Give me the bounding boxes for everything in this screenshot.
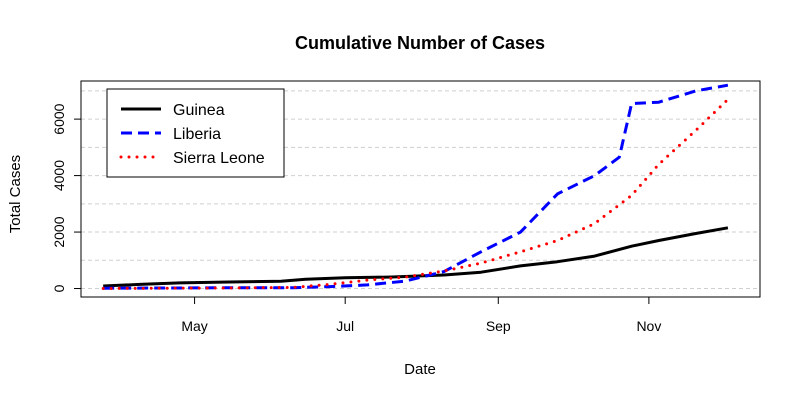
x-axis: May Jul Sep Nov: [181, 297, 661, 334]
series-line-guinea: [103, 226, 729, 288]
legend: Guinea Liberia Sierra Leone: [106, 88, 285, 178]
y-tick-label: 2000: [51, 216, 67, 247]
legend-label: Liberia: [173, 126, 221, 143]
legend-box: [106, 88, 285, 178]
x-tick-label: Sep: [486, 318, 511, 334]
y-axis: 0 2000 4000 6000: [51, 103, 81, 292]
x-tick-label: Nov: [636, 318, 661, 334]
x-tick-label: May: [181, 318, 207, 334]
y-axis-label: Total Cases: [7, 155, 24, 233]
plot-frame: [80, 80, 761, 298]
series-lines: [101, 83, 730, 290]
y-tick-label: 6000: [51, 103, 67, 134]
legend-label: Sierra Leone: [173, 150, 265, 167]
series-line-liberia: [103, 83, 729, 290]
legend-label: Guinea: [173, 102, 225, 119]
x-tick-label: Jul: [336, 318, 354, 334]
x-axis-label: Date: [404, 361, 436, 378]
series-line-sierra-leone: [101, 97, 730, 290]
y-tick-label: 4000: [51, 160, 67, 191]
y-tick-label: 0: [51, 284, 67, 292]
chart-title: Cumulative Number of Cases: [295, 33, 545, 53]
